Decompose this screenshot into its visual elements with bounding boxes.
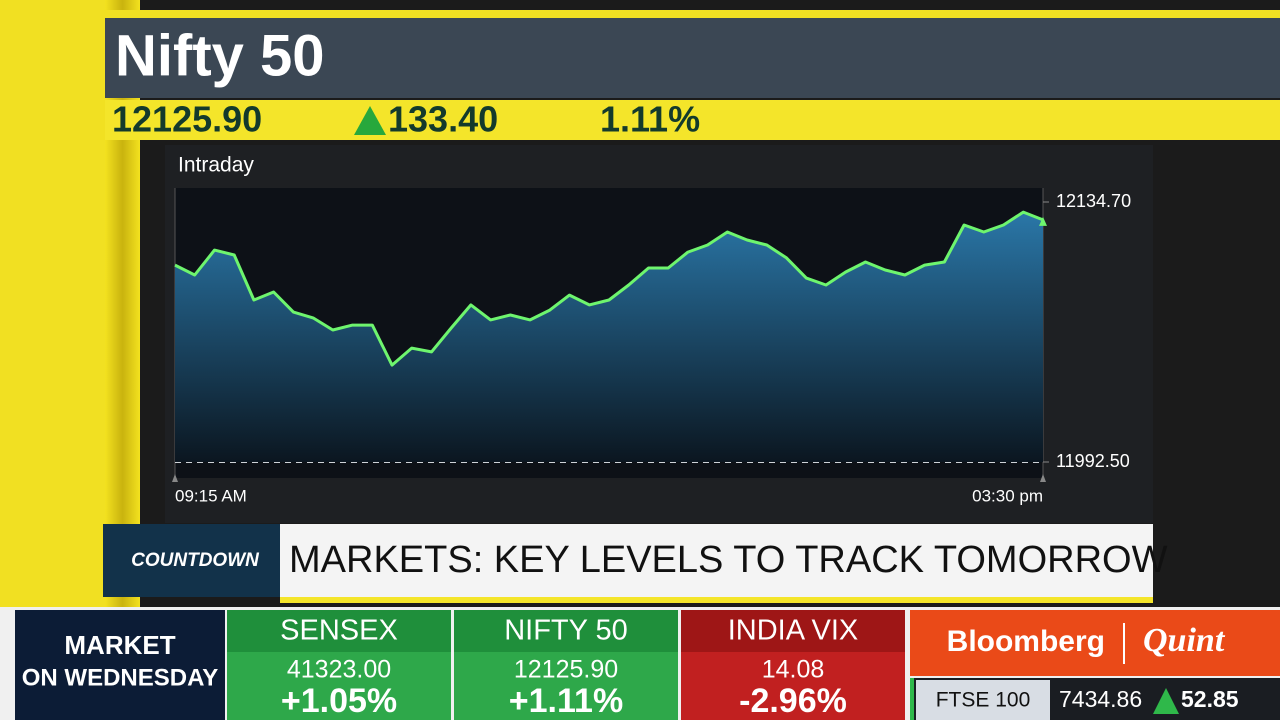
- headline-box: [280, 524, 1153, 597]
- header-bar: [105, 18, 1280, 98]
- ticker-change: +1.05%: [281, 682, 397, 720]
- ftse-value: 7434.86: [1059, 686, 1142, 712]
- x-tick: [1040, 474, 1046, 482]
- ticker-change: +1.11%: [509, 682, 623, 720]
- last-marker: [1039, 216, 1047, 226]
- brand-name: Bloomberg: [947, 625, 1105, 658]
- ftse-name: FTSE 100: [936, 689, 1031, 712]
- ticker-head: [454, 610, 678, 652]
- ticker-label: ON WEDNESDAY: [22, 664, 218, 691]
- brand-name: Quint: [1143, 622, 1226, 659]
- quote-bar: [105, 100, 1280, 140]
- ticker-value: 12125.90: [514, 656, 618, 684]
- price: 12125.90: [112, 99, 262, 140]
- up-arrow: [1153, 688, 1179, 714]
- x-tick: [172, 474, 178, 482]
- chart-title: Intraday: [178, 154, 254, 177]
- banner-tag: COUNTDOWN: [131, 550, 260, 571]
- up-arrow: [354, 106, 386, 135]
- ticker-items: SENSEX 41323.00+1.05% NIFTY 50 12125.90+1.1…: [227, 610, 905, 720]
- top-strip: [105, 10, 1280, 18]
- ticker-label-box: [15, 610, 225, 720]
- ticker-value: 41323.00: [287, 656, 391, 684]
- ticker-value: 14.08: [762, 656, 825, 684]
- yellow-side: [0, 0, 105, 607]
- y-tick-label: 11992.50: [1056, 451, 1130, 471]
- line: [174, 210, 1044, 367]
- ticker-head: [227, 610, 451, 652]
- ticker-label: MARKET: [64, 630, 175, 660]
- ticker-name: NIFTY 50: [504, 615, 628, 647]
- header-title: Nifty 50: [115, 23, 325, 88]
- area: [175, 212, 1043, 462]
- ticker-name: SENSEX: [280, 615, 398, 647]
- brand-box: [910, 610, 1280, 676]
- change: 133.40: [388, 99, 498, 140]
- tag-box: [103, 524, 280, 597]
- x-tick-label: 03:30 pm: [972, 486, 1043, 505]
- ticker-body: [227, 652, 451, 720]
- ticker-name: INDIA VIX: [728, 615, 859, 647]
- headline: MARKETS: KEY LEVELS TO TRACK TOMORROW: [289, 539, 1168, 581]
- ticker-head: [681, 610, 905, 652]
- x-tick-label: 09:15 AM: [175, 486, 247, 505]
- change-pct: 1.11%: [600, 99, 700, 140]
- ticker-change: -2.96%: [739, 682, 847, 720]
- ftse-change: 52.85: [1181, 686, 1239, 712]
- ticker-body: [454, 652, 678, 720]
- ftse-name-box: [916, 680, 1050, 720]
- ticker-body: [681, 652, 905, 720]
- ftse-accent: [910, 678, 914, 720]
- y-tick-label: 12134.70: [1056, 191, 1131, 211]
- headline-strip: [280, 597, 1153, 603]
- chart-layer: 12134.70 11992.50 09:15 AM 03:30 pm: [172, 191, 1131, 505]
